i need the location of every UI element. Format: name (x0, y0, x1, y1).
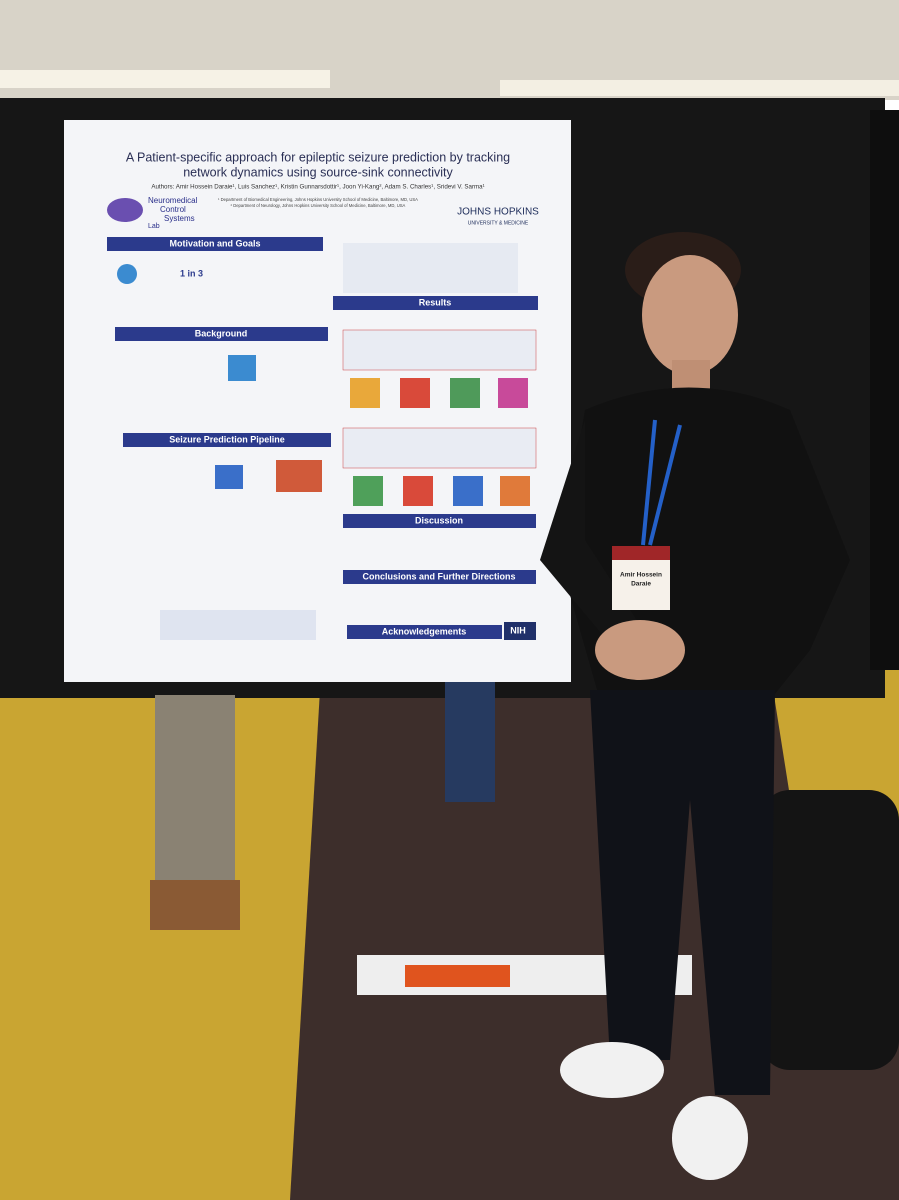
poster-title: network dynamics using source-sink conne… (183, 165, 453, 179)
section-header (343, 570, 536, 584)
section-title: Conclusions and Further Directions (362, 571, 515, 581)
presenter (540, 232, 850, 1180)
section-header (115, 327, 328, 341)
poster-affiliation: ¹ Department of Biomedical Engineering, … (218, 197, 418, 202)
nih-logo (504, 622, 536, 640)
figure-heatmap (276, 460, 322, 492)
boots (150, 880, 240, 930)
icon-globe (117, 264, 137, 284)
figure-trace (342, 427, 537, 469)
lab-name: Control (160, 205, 186, 214)
section-header (343, 514, 536, 528)
paper-label (405, 965, 510, 987)
person-legs (445, 682, 495, 802)
badge-name: Daraie (631, 581, 651, 588)
poster-stat: 1 in 3 (180, 268, 203, 278)
section-header (333, 296, 538, 310)
lab-name: Lab (148, 223, 160, 230)
institution-sub: UNIVERSITY & MEDICINE (468, 220, 529, 226)
section-title: Seizure Prediction Pipeline (169, 434, 285, 444)
institution: JOHNS HOPKINS (457, 207, 539, 218)
section-title: Background (195, 328, 248, 338)
section-title: Motivation and Goals (169, 238, 260, 248)
backpack (760, 790, 899, 1070)
ceiling-light (0, 70, 330, 88)
poster-affiliation: ² Department of Neurology, Johns Hopkins… (231, 203, 406, 208)
funder: NIH (510, 625, 526, 635)
figure-trace (342, 329, 537, 371)
board-edge (870, 110, 899, 670)
lab-name: Neuromedical (148, 196, 198, 205)
section-header (123, 433, 331, 447)
person-legs (155, 695, 235, 905)
poster-title: A Patient-specific approach for epilepti… (126, 150, 510, 164)
floor-carpet-yellow (0, 690, 320, 1200)
figure (228, 355, 256, 381)
poster-authors: Authors: Amir Hossein Daraie¹, Luis Sanc… (151, 184, 484, 191)
section-title: Discussion (415, 515, 463, 525)
section-header (107, 237, 323, 251)
lab-name: Systems (164, 214, 195, 223)
figure (215, 465, 243, 489)
figure-maps (350, 378, 530, 506)
lab-logo (107, 198, 143, 222)
section-header (347, 625, 502, 639)
section-title: Results (419, 297, 452, 307)
badge-name: Amir Hossein (620, 572, 662, 579)
poster (64, 120, 571, 682)
table (160, 610, 316, 640)
section-title: Acknowledgements (382, 626, 467, 636)
figure-model (343, 243, 518, 293)
ceiling-light (500, 80, 899, 96)
